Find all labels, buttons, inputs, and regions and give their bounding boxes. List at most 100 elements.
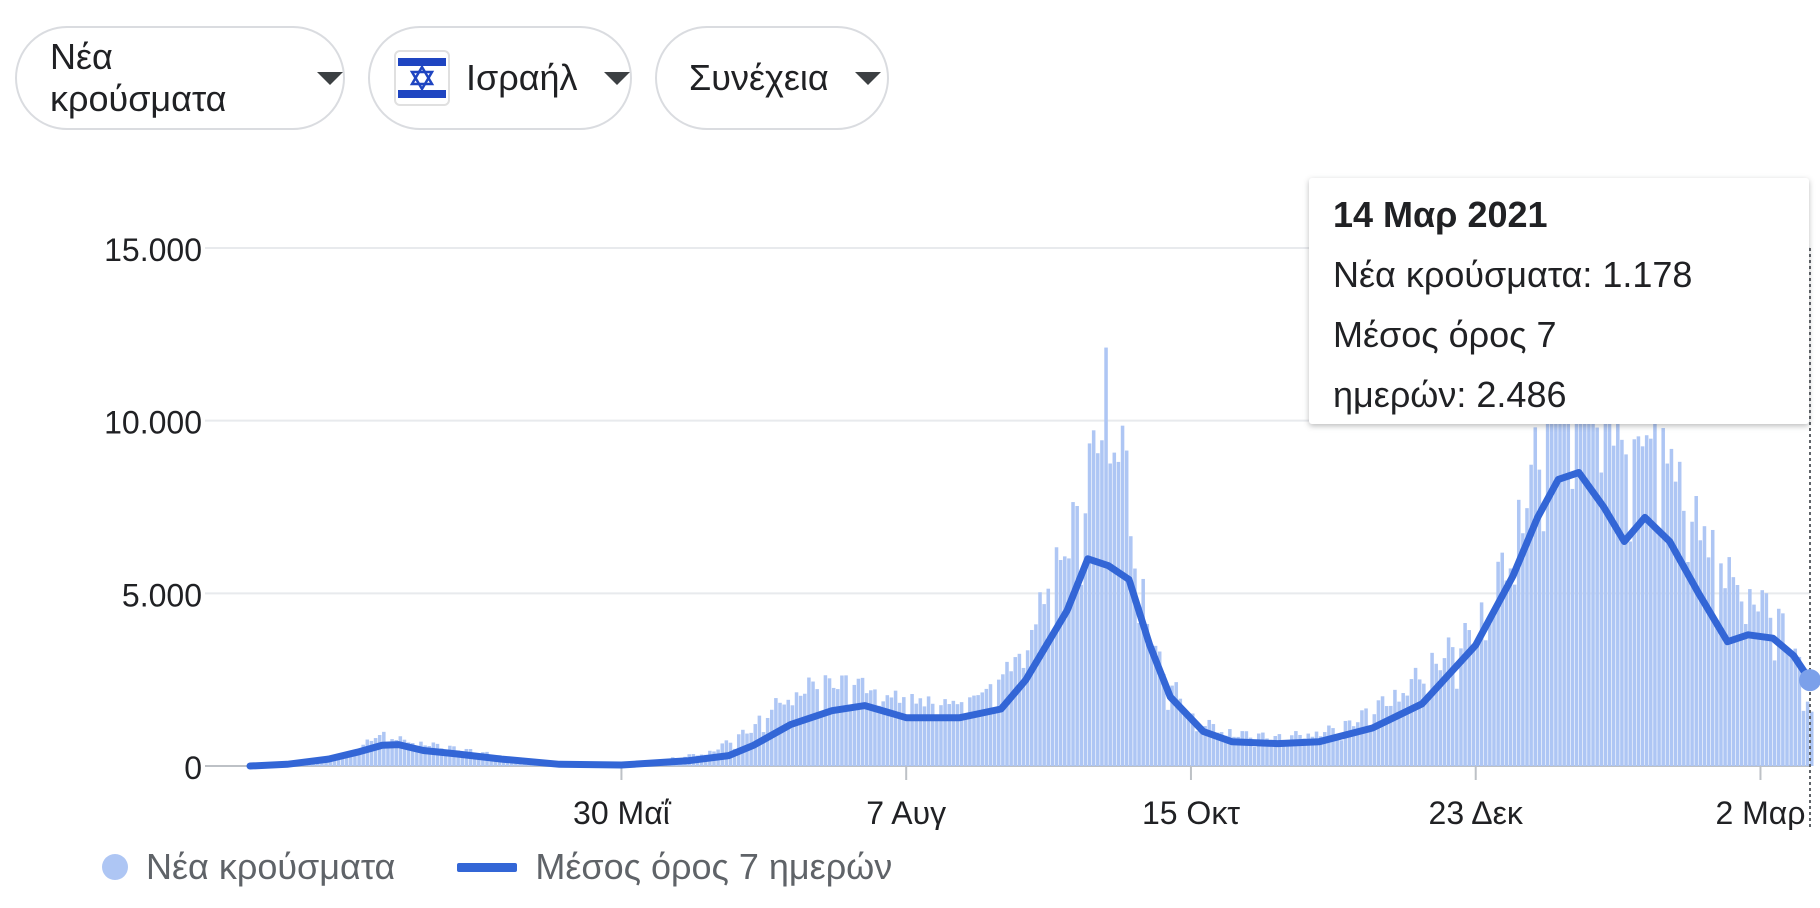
bar — [1781, 613, 1785, 766]
country-dropdown[interactable]: Ισραήλ — [368, 26, 632, 130]
bar — [1500, 552, 1505, 766]
bar — [1384, 706, 1389, 766]
bar — [1108, 463, 1112, 766]
hover-point — [1799, 669, 1820, 692]
bar — [906, 721, 910, 766]
bar — [1483, 640, 1488, 766]
bar — [1595, 427, 1599, 766]
bar — [1459, 648, 1463, 766]
bar — [1211, 724, 1216, 766]
bar — [1644, 435, 1649, 766]
bar — [1207, 719, 1211, 766]
bar — [1450, 647, 1455, 766]
chevron-down-icon — [603, 71, 630, 85]
bar — [1058, 560, 1063, 766]
bar — [922, 706, 927, 766]
bar — [1009, 671, 1013, 766]
bar — [443, 753, 448, 766]
bar — [1042, 604, 1046, 766]
bar — [918, 698, 923, 766]
bar — [819, 713, 824, 766]
bar — [1190, 713, 1195, 766]
bar — [1661, 428, 1665, 766]
bar — [1748, 589, 1752, 766]
bar — [1017, 653, 1022, 766]
bar — [1356, 722, 1360, 766]
tooltip-new-cases: Νέα κρούσματα: 1.178 — [1333, 254, 1693, 295]
bar — [996, 679, 1001, 766]
bar — [1430, 652, 1434, 766]
bar — [732, 748, 737, 766]
bar — [1801, 710, 1806, 766]
bar — [1166, 709, 1170, 766]
bar — [939, 705, 943, 766]
bar — [1124, 450, 1129, 766]
bar — [1393, 689, 1397, 766]
bar — [1756, 611, 1760, 766]
bar — [1537, 469, 1542, 766]
bar — [1149, 644, 1154, 766]
bar — [1570, 488, 1575, 766]
bar — [1162, 674, 1166, 766]
bar — [1244, 731, 1249, 766]
bar — [373, 738, 378, 766]
bar — [1364, 708, 1368, 766]
bar — [1727, 557, 1731, 766]
bar — [1133, 568, 1137, 766]
bar — [1492, 607, 1496, 766]
bar — [1558, 391, 1562, 766]
bar — [1603, 410, 1608, 766]
bar — [860, 677, 865, 766]
bar — [1199, 727, 1203, 766]
bar — [1677, 461, 1682, 766]
bar — [1628, 541, 1632, 766]
bar — [1360, 710, 1364, 766]
bar — [848, 709, 852, 766]
bar — [1351, 726, 1356, 766]
bar — [1636, 436, 1641, 766]
x-tick-label: 15 Οκτ — [1142, 795, 1240, 830]
bar — [1640, 446, 1645, 766]
bar — [1793, 648, 1798, 766]
bar — [1682, 510, 1686, 766]
chart-legend: Νέα κρούσματα Μέσος όρος 7 ημερών — [102, 846, 892, 888]
metric-dropdown[interactable]: Νέα κρούσματα — [15, 26, 345, 130]
legend-bars-swatch — [102, 854, 128, 880]
bar — [852, 684, 857, 766]
bar — [1153, 645, 1158, 766]
bar — [1789, 651, 1793, 766]
bar — [790, 705, 795, 766]
bar — [361, 744, 365, 766]
bar — [1426, 693, 1430, 766]
bar — [1516, 499, 1521, 766]
bar — [1562, 385, 1566, 766]
bar — [877, 705, 881, 766]
bar — [1331, 728, 1335, 766]
bar — [1281, 745, 1286, 766]
bar — [1100, 440, 1104, 766]
bar — [1673, 481, 1678, 766]
bar — [972, 695, 976, 766]
bar — [1157, 651, 1162, 766]
tooltip-date: 14 Μαρ 2021 — [1333, 194, 1548, 235]
bar — [1422, 683, 1426, 766]
cases-chart[interactable]: 0 5.000 10.000 15.000 30 Μαΐ 7 Αυγ 15 Οκτ 23 Δ… — [0, 150, 1820, 830]
bar — [1228, 729, 1232, 766]
bar — [398, 736, 403, 766]
bar — [1170, 685, 1174, 766]
bar — [1525, 508, 1529, 766]
bar — [968, 697, 972, 766]
bar — [1694, 496, 1698, 766]
bar — [1776, 608, 1781, 766]
bar — [1182, 712, 1187, 766]
bar — [1550, 366, 1554, 766]
bar — [827, 678, 832, 766]
bar — [914, 703, 918, 766]
bar — [336, 756, 341, 766]
bar — [427, 745, 431, 766]
bar — [1760, 590, 1765, 766]
bar — [1624, 454, 1628, 766]
scope-dropdown[interactable]: Συνέχεια — [655, 26, 889, 130]
bar — [1405, 695, 1410, 766]
bar — [873, 689, 877, 766]
